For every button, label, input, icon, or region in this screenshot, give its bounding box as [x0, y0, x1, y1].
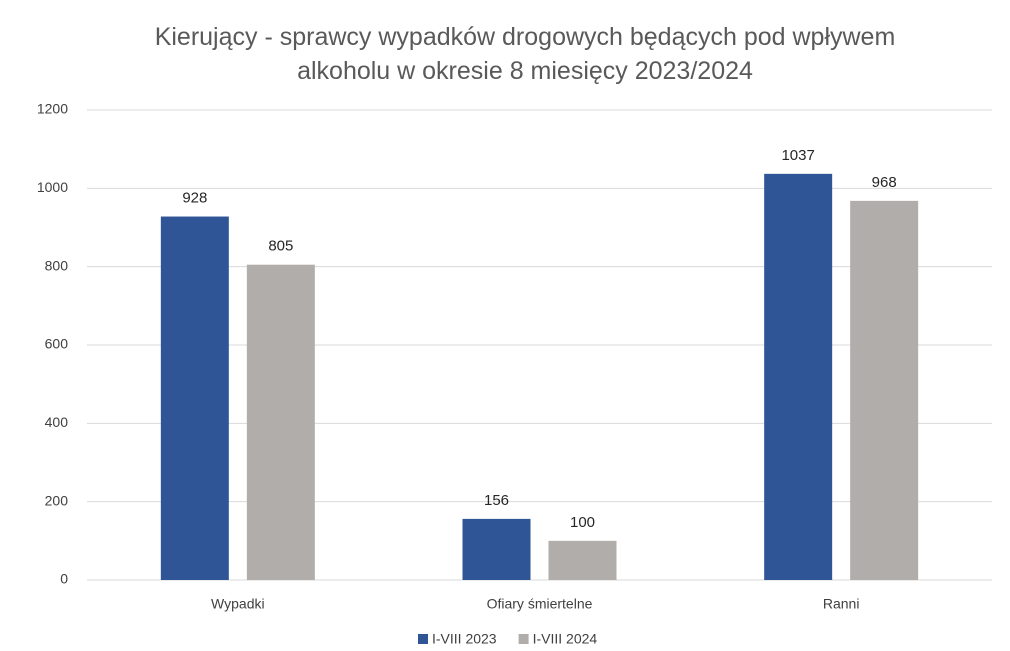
data-label: 968: [872, 174, 897, 191]
x-tick-label: Ofiary śmiertelne: [487, 596, 593, 612]
bar: [548, 540, 617, 580]
y-tick-label: 600: [45, 336, 69, 352]
y-tick-label: 400: [45, 414, 69, 430]
y-tick-label: 200: [45, 492, 69, 508]
data-label: 805: [268, 238, 293, 255]
data-label: 928: [182, 190, 207, 207]
data-label: 100: [570, 514, 595, 531]
legend-label: I-VIII 2024: [533, 631, 598, 647]
x-tick-label: Ranni: [823, 596, 860, 612]
legend-swatch: [418, 634, 428, 644]
bar: [160, 216, 229, 581]
y-tick-label: 1200: [37, 101, 68, 117]
chart-title: Kierujący - sprawcy wypadków drogowych b…: [154, 23, 896, 85]
bar: [764, 173, 833, 580]
bar: [246, 264, 315, 580]
y-tick-label: 1000: [37, 179, 68, 195]
bar: [850, 200, 919, 580]
data-label: 1037: [781, 147, 814, 164]
y-tick-label: 0: [60, 571, 68, 587]
legend-swatch: [518, 634, 529, 644]
data-label: 156: [484, 492, 509, 509]
y-tick-label: 800: [45, 257, 69, 273]
legend-label: I-VIII 2023: [432, 631, 497, 647]
x-tick-label: Wypadki: [211, 596, 265, 612]
bar: [462, 518, 531, 580]
